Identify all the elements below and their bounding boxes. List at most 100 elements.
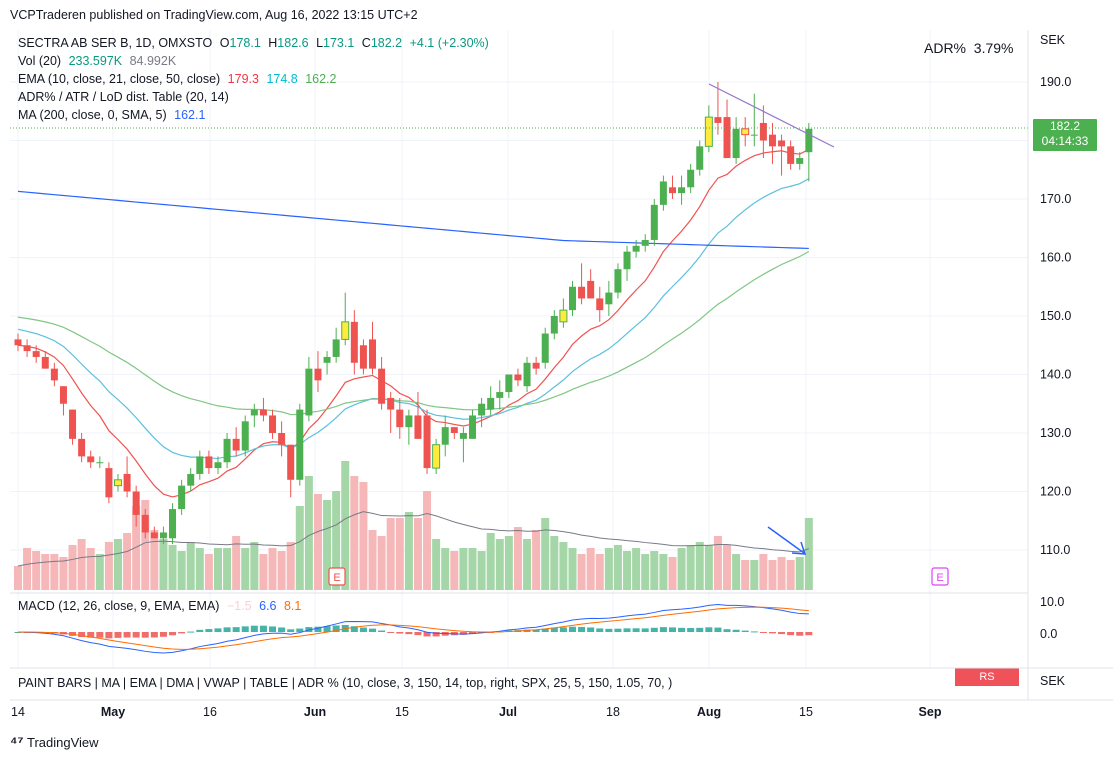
candle-body xyxy=(196,456,204,474)
candle-body xyxy=(605,292,613,305)
rs-badge xyxy=(955,668,1019,686)
volume-bar xyxy=(613,545,622,590)
candle-body xyxy=(113,479,122,487)
candle-body xyxy=(69,409,77,439)
macd-histogram-bar xyxy=(668,627,676,632)
candle-body xyxy=(278,433,286,445)
volume-bar xyxy=(295,506,304,590)
volume-bar xyxy=(477,551,486,590)
candle-body xyxy=(750,134,758,136)
volume-bar xyxy=(623,551,632,590)
macd-histogram-bar xyxy=(369,628,377,632)
macd-histogram-bar xyxy=(205,629,213,632)
candle-body xyxy=(41,356,49,369)
brand-name: TradingView xyxy=(27,735,99,750)
volume-bar xyxy=(232,536,241,590)
candle-body xyxy=(687,169,695,188)
volume-label: Vol (20) xyxy=(18,54,62,68)
candle-body xyxy=(714,117,722,123)
candle-body xyxy=(614,269,622,293)
macd-histogram-bar xyxy=(541,628,549,632)
candle-body xyxy=(23,345,31,352)
macd-histogram-bar xyxy=(778,632,786,635)
price-tick-label: 160.0 xyxy=(1040,251,1071,265)
adr-display: ADR% 3.79% xyxy=(924,40,1014,56)
macd-histogram-bar xyxy=(350,626,358,632)
earnings-marker-label: E xyxy=(333,572,340,584)
adr-table-legend[interactable]: ADR% / ATR / LoD dist. Table (20, 14) xyxy=(18,90,233,104)
footer[interactable]: ⁴⁷ TradingView xyxy=(10,734,99,751)
candle-body xyxy=(659,181,667,205)
open-value: 178.1 xyxy=(229,36,261,50)
candle-body xyxy=(359,345,367,369)
low-value: 173.1 xyxy=(323,36,355,50)
volume-bar xyxy=(768,560,777,590)
macd-histogram-bar xyxy=(596,628,604,632)
symbol-legend[interactable]: SECTRA AB SER B, 1D, OMXSTO O178.1 H182.… xyxy=(18,36,493,50)
macd-legend[interactable]: MACD (12, 26, close, 9, EMA, EMA) −1.5 6… xyxy=(18,599,305,613)
macd-histogram-bar xyxy=(87,632,95,638)
macd-histogram-bar xyxy=(214,628,222,632)
price-tick-label: 140.0 xyxy=(1040,368,1071,382)
candle-body xyxy=(50,368,58,381)
candle-body xyxy=(214,462,222,469)
adr-value: 3.79% xyxy=(973,40,1014,56)
volume-bar xyxy=(195,548,204,590)
price-tick-label: 190.0 xyxy=(1040,75,1071,89)
symbol-name[interactable]: SECTRA AB SER B, 1D, OMXSTO xyxy=(18,36,213,50)
macd-histogram-bar xyxy=(723,629,731,632)
candle-body xyxy=(287,444,295,480)
candle-body xyxy=(150,532,158,539)
candle-body xyxy=(596,298,604,311)
ma-label: MA (200, close, 0, SMA, 5) xyxy=(18,108,167,122)
macd-histogram-bar xyxy=(696,627,704,632)
published-text: VCPTraderen published on TradingView.com… xyxy=(10,8,418,22)
candle-body xyxy=(423,415,431,469)
volume-bar xyxy=(323,500,332,590)
ema-legend[interactable]: EMA (10, close, 21, close, 50, close) 17… xyxy=(18,72,340,86)
volume-bar xyxy=(486,533,495,590)
last-price: 182.2 xyxy=(1049,119,1081,133)
candle-body xyxy=(78,438,86,457)
price-tick-label: 110.0 xyxy=(1040,543,1070,557)
macd-histogram-bar xyxy=(332,625,340,632)
macd-histogram-bar xyxy=(269,626,277,632)
macd-histogram-bar xyxy=(169,632,177,636)
volume-bar xyxy=(795,557,804,590)
indicators-legend[interactable]: PAINT BARS | MA | EMA | DMA | VWAP | TAB… xyxy=(18,676,676,690)
volume-bar xyxy=(513,527,522,590)
candle-body xyxy=(323,356,331,363)
candle-body xyxy=(704,116,713,147)
volume-bar xyxy=(132,506,141,590)
ma-legend[interactable]: MA (200, close, 0, SMA, 5) 162.1 xyxy=(18,108,209,122)
candle-body xyxy=(332,339,340,357)
macd-histogram-bar xyxy=(750,631,758,633)
macd-histogram-bar xyxy=(232,627,240,632)
volume-bar xyxy=(213,548,222,590)
candle-body xyxy=(350,321,358,363)
close-value: 182.2 xyxy=(370,36,403,50)
candle-body xyxy=(796,158,804,164)
candle-body xyxy=(314,368,322,381)
candle-body xyxy=(223,438,231,463)
volume-legend[interactable]: Vol (20) 233.597K 84.992K xyxy=(18,54,180,68)
macd-histogram-bar xyxy=(423,632,431,637)
macd-histogram-bar xyxy=(387,632,395,633)
candle-body xyxy=(105,468,113,498)
macd-value: 6.6 xyxy=(259,599,277,613)
macd-histogram-bar xyxy=(123,632,131,638)
macd-histogram-bar xyxy=(196,629,204,632)
axes: 190.0 18 0.0 170.0 160.0 150.0 140.0 130.0 120.0… xyxy=(10,30,1113,719)
macd-histogram-bar xyxy=(141,632,149,638)
price-tick-label: 150.0 xyxy=(1040,309,1071,323)
candle-body xyxy=(578,286,586,299)
volume-bar xyxy=(459,548,468,590)
macd-histogram-bar xyxy=(705,627,713,632)
macd-pane xyxy=(14,604,813,654)
candle-body xyxy=(487,397,495,410)
volume-bar xyxy=(332,491,341,590)
macd-histogram-bar xyxy=(314,626,322,632)
macd-histogram-bar xyxy=(641,628,649,632)
candle-body xyxy=(759,122,767,141)
